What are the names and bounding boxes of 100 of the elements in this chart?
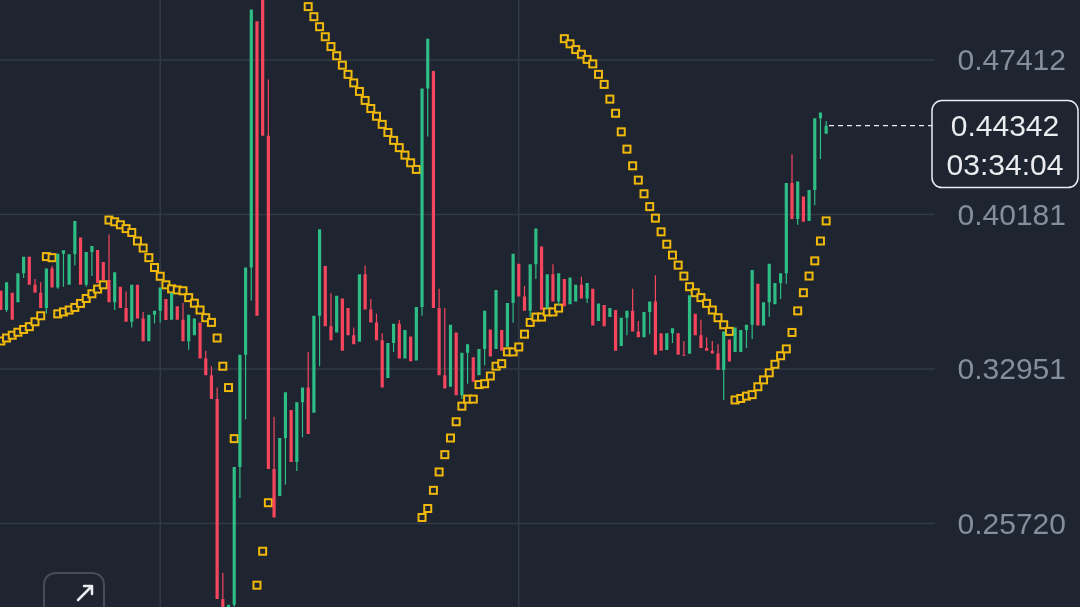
candlestick <box>4 282 9 312</box>
candlestick <box>346 308 350 336</box>
candlestick <box>807 189 811 221</box>
ref-line-label: 0.44342 <box>950 109 1060 143</box>
candlestick <box>648 301 652 335</box>
candlestick <box>528 264 532 318</box>
candlestick <box>44 268 48 314</box>
candlestick <box>158 287 162 323</box>
candlestick <box>522 286 527 311</box>
candlestick <box>665 333 669 350</box>
candlestick <box>147 314 151 342</box>
candlestick <box>716 344 720 371</box>
candlestick <box>33 279 37 293</box>
candlestick <box>568 277 572 305</box>
candlestick <box>488 329 492 357</box>
candlestick <box>574 284 578 302</box>
candlestick <box>414 307 418 361</box>
candlestick <box>517 263 521 297</box>
candlestick <box>283 392 288 485</box>
candlestick <box>306 352 310 434</box>
candlestick <box>619 317 623 347</box>
candlestick <box>511 253 515 323</box>
candlestick <box>187 314 191 350</box>
candlestick <box>374 313 379 341</box>
candlestick <box>545 274 549 309</box>
candlestick <box>272 416 276 518</box>
candlestick <box>295 402 299 471</box>
candlestick <box>591 288 595 326</box>
candlestick <box>824 120 828 134</box>
candlestick <box>209 366 214 400</box>
candlestick <box>78 237 83 285</box>
candlestick <box>448 324 453 387</box>
y-tick-label: 0.32951 <box>957 352 1066 386</box>
candlestick <box>784 182 788 284</box>
candlestick <box>739 330 743 352</box>
candlestick <box>801 196 805 222</box>
candlestick <box>562 279 566 307</box>
candlestick <box>90 245 94 277</box>
candlestick <box>727 339 731 362</box>
candlestick <box>471 357 475 382</box>
candlestick <box>170 292 174 320</box>
candlestick <box>135 284 140 319</box>
candlestick <box>403 330 407 359</box>
candlestick <box>380 333 384 388</box>
candlestick <box>750 270 754 340</box>
y-tick-label: 0.47412 <box>957 43 1066 77</box>
candlestick <box>420 88 424 316</box>
candlestick <box>255 21 259 316</box>
candlestick <box>585 282 589 303</box>
candlestick <box>779 273 783 300</box>
candlestick <box>175 306 179 320</box>
candlestick <box>16 273 20 303</box>
candlestick <box>363 265 367 310</box>
candlestick <box>357 274 362 342</box>
candlestick <box>369 299 373 323</box>
candlestick <box>50 266 54 288</box>
candlestick <box>676 333 680 355</box>
candlestick <box>278 438 282 497</box>
candlestick <box>181 302 185 342</box>
candlestick <box>243 267 248 420</box>
candlestick <box>602 305 606 327</box>
candlestick <box>699 319 703 349</box>
candlestick <box>733 327 737 352</box>
candlestick <box>27 256 31 285</box>
candlestick <box>477 348 481 376</box>
candlestick <box>796 181 800 225</box>
candlestick <box>96 249 100 283</box>
candlestick <box>84 251 88 287</box>
candlestick <box>329 293 333 341</box>
candlestick <box>107 234 111 303</box>
candlestick <box>426 38 430 137</box>
candlestick <box>431 70 436 309</box>
candlestick <box>317 229 322 367</box>
candlestick <box>705 337 709 351</box>
candlestick <box>67 254 71 285</box>
candlestick <box>215 387 219 599</box>
candlestick <box>192 318 196 336</box>
candlestick <box>653 275 657 355</box>
candlestick <box>767 263 771 318</box>
candlestick <box>551 264 555 302</box>
candlestick <box>164 299 168 321</box>
y-tick-label: 0.25720 <box>957 506 1066 540</box>
candlestick <box>118 286 122 309</box>
candlestick <box>642 311 646 338</box>
candlestick <box>557 273 561 306</box>
candlestick <box>391 323 396 352</box>
candlestick <box>238 354 242 499</box>
candlestick <box>636 320 640 338</box>
candlestick <box>101 261 105 280</box>
candlestick <box>659 333 663 351</box>
candlestick <box>22 256 26 278</box>
text: 03:34:04 <box>946 148 1064 182</box>
candlestick <box>289 410 293 462</box>
candlestick <box>494 289 498 349</box>
candlestick <box>386 342 390 378</box>
candlestick <box>261 0 265 136</box>
candlestick <box>756 283 760 326</box>
candlestick <box>437 288 441 376</box>
candlestick <box>266 79 270 469</box>
candlestick <box>130 284 134 328</box>
